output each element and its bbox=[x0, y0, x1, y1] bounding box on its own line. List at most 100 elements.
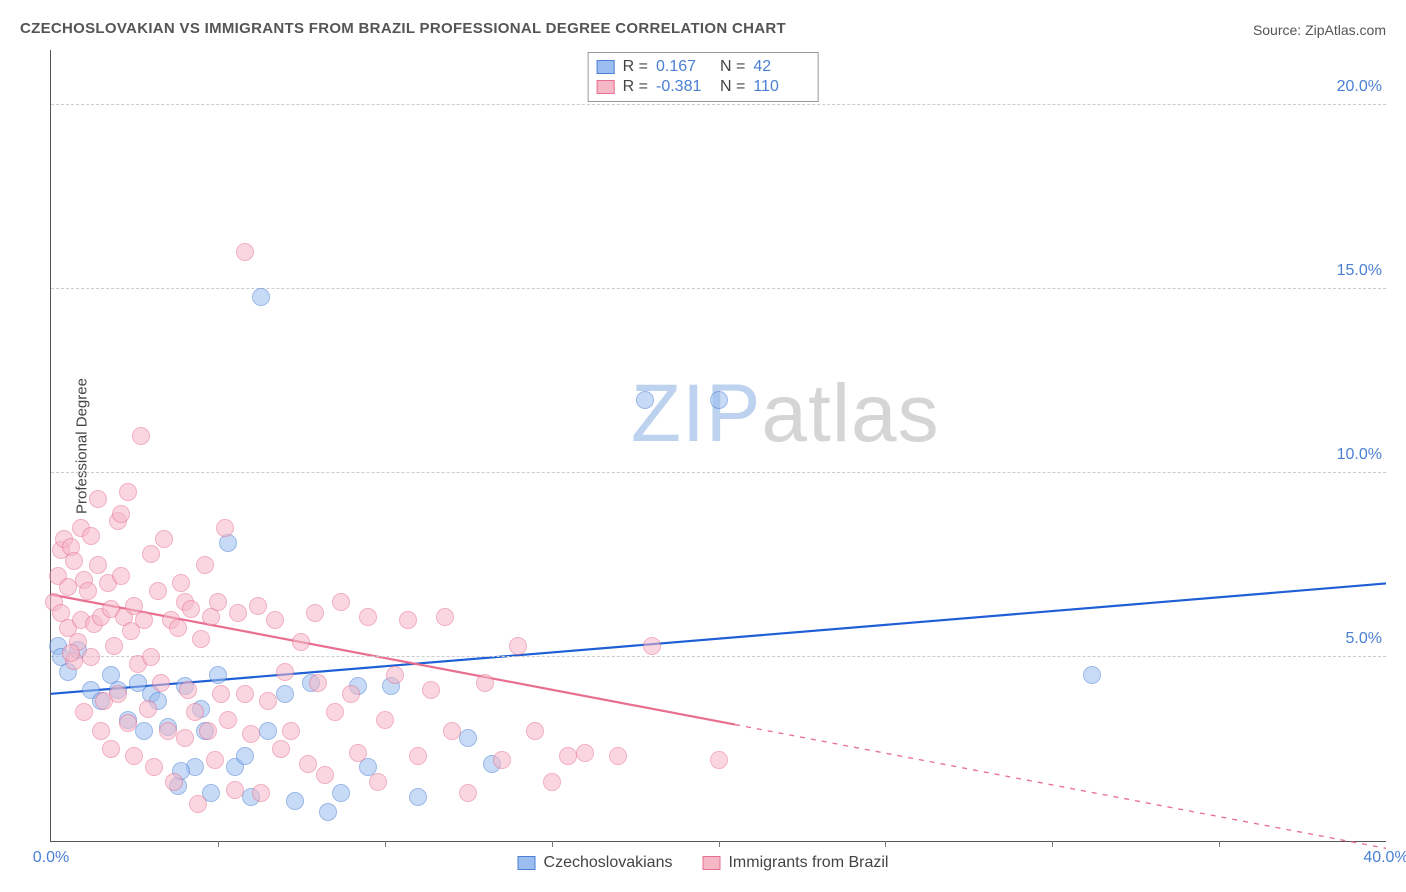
data-point bbox=[62, 644, 80, 662]
legend-label: Czechoslovakians bbox=[544, 854, 673, 872]
data-point bbox=[559, 747, 577, 765]
data-point bbox=[249, 597, 267, 615]
swatch-icon bbox=[597, 80, 615, 94]
data-point bbox=[316, 766, 334, 784]
gridline bbox=[51, 288, 1386, 289]
legend-item-brazil: Immigrants from Brazil bbox=[702, 854, 888, 872]
legend: Czechoslovakians Immigrants from Brazil bbox=[518, 854, 889, 872]
data-point bbox=[332, 784, 350, 802]
data-point bbox=[132, 427, 150, 445]
data-point bbox=[59, 578, 77, 596]
data-point bbox=[226, 781, 244, 799]
data-point bbox=[82, 648, 100, 666]
data-point bbox=[369, 773, 387, 791]
data-point bbox=[236, 747, 254, 765]
data-point bbox=[276, 663, 294, 681]
data-point bbox=[119, 483, 137, 501]
x-tick-mark bbox=[1052, 841, 1053, 847]
gridline bbox=[51, 472, 1386, 473]
stat-n-value: 110 bbox=[753, 78, 809, 96]
data-point bbox=[1083, 666, 1101, 684]
data-point bbox=[386, 666, 404, 684]
gridline bbox=[51, 656, 1386, 657]
data-point bbox=[152, 674, 170, 692]
chart-title: CZECHOSLOVAKIAN VS IMMIGRANTS FROM BRAZI… bbox=[20, 20, 786, 37]
data-point bbox=[89, 490, 107, 508]
y-tick-label: 20.0% bbox=[1331, 78, 1388, 96]
data-point bbox=[276, 685, 294, 703]
data-point bbox=[135, 611, 153, 629]
data-point bbox=[259, 722, 277, 740]
data-point bbox=[252, 784, 270, 802]
data-point bbox=[643, 637, 661, 655]
source-label: Source: ZipAtlas.com bbox=[1253, 22, 1386, 38]
stat-r-label: R = bbox=[623, 58, 648, 76]
data-point bbox=[142, 648, 160, 666]
data-point bbox=[179, 681, 197, 699]
stats-row: R = -0.381 N = 110 bbox=[597, 77, 810, 97]
data-point bbox=[459, 729, 477, 747]
data-point bbox=[192, 630, 210, 648]
data-point bbox=[636, 391, 654, 409]
data-point bbox=[543, 773, 561, 791]
swatch-icon bbox=[518, 856, 536, 870]
stat-r-label: R = bbox=[623, 78, 648, 96]
data-point bbox=[102, 740, 120, 758]
data-point bbox=[443, 722, 461, 740]
data-point bbox=[139, 700, 157, 718]
source-link[interactable]: ZipAtlas.com bbox=[1305, 22, 1386, 38]
data-point bbox=[236, 243, 254, 261]
gridline bbox=[51, 104, 1386, 105]
y-tick-label: 5.0% bbox=[1340, 630, 1388, 648]
data-point bbox=[476, 674, 494, 692]
data-point bbox=[196, 556, 214, 574]
legend-label: Immigrants from Brazil bbox=[728, 854, 888, 872]
data-point bbox=[229, 604, 247, 622]
data-point bbox=[299, 755, 317, 773]
stat-r-value: 0.167 bbox=[656, 58, 712, 76]
data-point bbox=[142, 545, 160, 563]
data-point bbox=[112, 567, 130, 585]
data-point bbox=[710, 391, 728, 409]
data-point bbox=[182, 600, 200, 618]
data-point bbox=[105, 637, 123, 655]
data-point bbox=[286, 792, 304, 810]
data-point bbox=[75, 703, 93, 721]
data-point bbox=[209, 593, 227, 611]
stat-n-label: N = bbox=[720, 78, 745, 96]
data-point bbox=[422, 681, 440, 699]
data-point bbox=[252, 288, 270, 306]
data-point bbox=[65, 552, 83, 570]
data-point bbox=[306, 604, 324, 622]
y-tick-label: 10.0% bbox=[1331, 446, 1388, 464]
data-point bbox=[409, 788, 427, 806]
stats-row: R =0.167N =42 bbox=[597, 57, 810, 77]
data-point bbox=[266, 611, 284, 629]
data-point bbox=[145, 758, 163, 776]
x-tick-mark bbox=[719, 841, 720, 847]
data-point bbox=[109, 685, 127, 703]
data-point bbox=[135, 722, 153, 740]
data-point bbox=[206, 751, 224, 769]
data-point bbox=[199, 722, 217, 740]
data-point bbox=[259, 692, 277, 710]
data-point bbox=[176, 729, 194, 747]
data-point bbox=[216, 519, 234, 537]
stat-n-value: 42 bbox=[753, 58, 809, 76]
data-point bbox=[309, 674, 327, 692]
data-point bbox=[459, 784, 477, 802]
data-point bbox=[189, 795, 207, 813]
stats-box: R = 0.167 N = 42R = -0.381 N = 110 bbox=[588, 52, 819, 102]
data-point bbox=[119, 714, 137, 732]
data-point bbox=[272, 740, 290, 758]
data-point bbox=[342, 685, 360, 703]
data-point bbox=[186, 703, 204, 721]
data-point bbox=[526, 722, 544, 740]
x-tick-mark bbox=[218, 841, 219, 847]
data-point bbox=[319, 803, 337, 821]
data-point bbox=[125, 747, 143, 765]
data-point bbox=[172, 574, 190, 592]
data-point bbox=[82, 527, 100, 545]
data-point bbox=[236, 685, 254, 703]
stat-r-value: -0.381 bbox=[656, 78, 712, 96]
